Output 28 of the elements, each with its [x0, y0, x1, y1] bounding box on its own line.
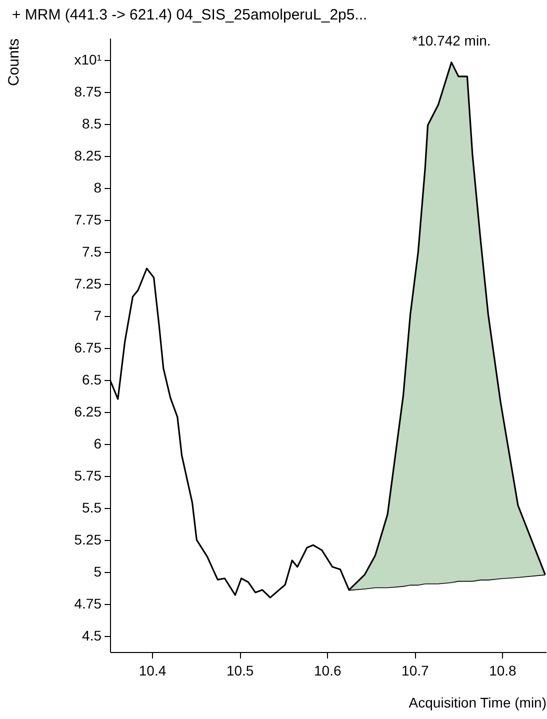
y-tick-label: 8.5: [82, 115, 102, 132]
y-tick-label: 6.75: [74, 339, 102, 356]
y-tick-label: 8: [94, 179, 102, 196]
y-tick-label: 7.5: [82, 243, 102, 260]
x-tick-label: 10.4: [138, 662, 166, 678]
y-axis-title: Counts: [6, 38, 22, 86]
x-tick-label: 10.7: [402, 662, 430, 678]
annotation: *10.742 min.: [412, 32, 491, 48]
y-tick-label: 5.5: [82, 499, 102, 516]
y-tick-label: 8.25: [74, 147, 102, 164]
chart-title: + MRM (441.3 -> 621.4) 04_SIS_25amolperuL_2p5...: [12, 6, 368, 24]
y-tick-label: 7.25: [74, 275, 102, 292]
y-tick-label: 5.25: [74, 531, 102, 548]
y-tick-label: 7: [94, 307, 102, 324]
y-tick-label: 6: [94, 435, 102, 452]
y-tick-label: 5.75: [74, 467, 102, 484]
y-tick-label: 7.75: [74, 211, 102, 228]
y-tick-label: 6.5: [82, 371, 102, 388]
y-tick-label: 6.25: [74, 403, 102, 420]
y-tick-label: x10¹: [74, 51, 102, 68]
x-axis-title: Acquisition Time (min): [408, 694, 546, 710]
y-tick-label: 4.5: [82, 627, 102, 644]
y-tick-label: 5: [94, 563, 102, 580]
y-tick-label: 8.75: [74, 83, 102, 100]
y-tick-label: 4.75: [74, 595, 102, 612]
x-tick-label: 10.8: [489, 662, 517, 678]
x-tick-label: 10.5: [226, 662, 254, 678]
x-tick-label: 10.6: [314, 662, 342, 678]
